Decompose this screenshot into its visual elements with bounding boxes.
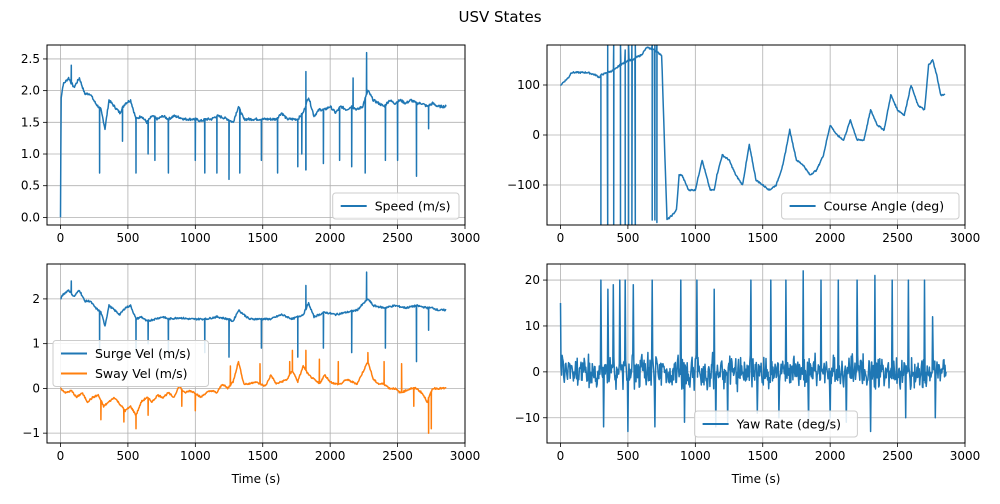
subplot-course: 0 500 1000 1500 2000 2500 3000 −100 0 100 Course A…: [507, 44, 981, 245]
plot-area: [559, 270, 947, 433]
series-line-primary: [559, 45, 946, 225]
x-tick-label: 2500: [882, 231, 913, 245]
y-tick-label: −10: [515, 411, 540, 425]
y-tick-label: 1: [32, 337, 40, 351]
legend-box: [332, 192, 460, 220]
axes-frame: [46, 263, 466, 444]
x-tick-label: 2500: [382, 231, 413, 245]
x-tick-label: 1000: [680, 449, 711, 463]
x-tick-label: 1000: [180, 231, 211, 245]
subplots: 0 500 1000 1500 2000 2500 30000.00.51.01.52.02…: [21, 44, 981, 486]
y-tick-label: 1.0: [21, 147, 40, 161]
plot-area: [559, 45, 946, 225]
x-tick-label: 1500: [747, 231, 778, 245]
legend: Yaw Rate (deg/s): [694, 410, 858, 438]
axes-frame: [546, 263, 966, 444]
x-tick-label: 0: [557, 449, 565, 463]
series-line-primary: [559, 270, 947, 433]
y-tick-label: 0: [532, 128, 540, 142]
y-tick-label: 0.0: [21, 210, 40, 224]
y-tick-label: 0: [32, 381, 40, 395]
legend-box: [52, 340, 209, 387]
y-tick-label: 0: [532, 365, 540, 379]
legend: Speed (m/s): [332, 192, 460, 220]
plot-area: [60, 271, 447, 434]
y-tick-label: 20: [525, 273, 540, 287]
legend-box: [694, 410, 858, 438]
y-tick-label: 100: [517, 78, 540, 92]
x-tick-label: 1000: [680, 231, 711, 245]
x-axis-label: Time (s): [731, 472, 781, 486]
x-tick-label: 500: [116, 231, 139, 245]
x-tick-label: 1500: [247, 231, 278, 245]
x-tick-label: 2000: [315, 449, 346, 463]
x-tick-label: 2500: [882, 449, 913, 463]
subplot-speed: 0 500 1000 1500 2000 2500 3000 0.0 0.5 1.0 1.5 2.0 2…: [21, 44, 481, 245]
series-line-primary: [60, 271, 447, 363]
subplot-yawrate: 0 500 1000 1500 2000 2500 3000 −10 0 10 20 Time (s)…: [515, 263, 981, 486]
y-tick-label: 2: [32, 292, 40, 306]
legend-label: Sway Vel (m/s): [95, 366, 188, 381]
x-tick-label: 3000: [950, 449, 981, 463]
y-tick-label: 1.5: [21, 115, 40, 129]
x-tick-label: 500: [116, 449, 139, 463]
x-axis-label: Time (s): [231, 472, 281, 486]
y-tick-label: 10: [525, 319, 540, 333]
y-tick-label: 0.5: [21, 179, 40, 193]
x-tick-label: 3000: [950, 231, 981, 245]
x-tick-label: 0: [557, 231, 565, 245]
x-tick-label: 1000: [180, 449, 211, 463]
x-tick-label: 0: [57, 231, 65, 245]
x-tick-label: 2000: [315, 231, 346, 245]
legend: Course Angle (deg): [781, 192, 960, 220]
y-tick-label: 2.0: [21, 84, 40, 98]
x-tick-label: 2000: [815, 231, 846, 245]
legend-label: Course Angle (deg): [824, 199, 944, 214]
subplot-velocities: 0 500 1000 1500 2000 2500 3000 −1 0 1 2 Time (s) Sur…: [22, 263, 481, 486]
y-tick-label: 2.5: [21, 52, 40, 66]
legend-label: Surge Vel (m/s): [95, 346, 191, 361]
y-tick-label: −1: [22, 426, 40, 440]
x-tick-label: 1500: [247, 449, 278, 463]
y-tick-label: −100: [507, 178, 540, 192]
legend-box: [781, 192, 960, 220]
x-tick-label: 2500: [382, 449, 413, 463]
figure-title: USV States: [458, 8, 541, 26]
series-line-secondary: [60, 349, 447, 434]
x-tick-label: 3000: [450, 231, 481, 245]
series-line-primary: [59, 51, 447, 218]
x-tick-label: 1500: [747, 449, 778, 463]
x-tick-label: 500: [616, 449, 639, 463]
legend-label: Speed (m/s): [375, 199, 451, 214]
x-tick-label: 0: [57, 449, 65, 463]
legend-label: Yaw Rate (deg/s): [736, 417, 841, 432]
x-tick-label: 500: [616, 231, 639, 245]
x-tick-label: 3000: [450, 449, 481, 463]
axes-frame: [46, 44, 466, 226]
legend: Surge Vel (m/s) Sway Vel (m/s): [52, 340, 209, 387]
x-tick-label: 2000: [815, 449, 846, 463]
plot-area: [59, 51, 447, 218]
